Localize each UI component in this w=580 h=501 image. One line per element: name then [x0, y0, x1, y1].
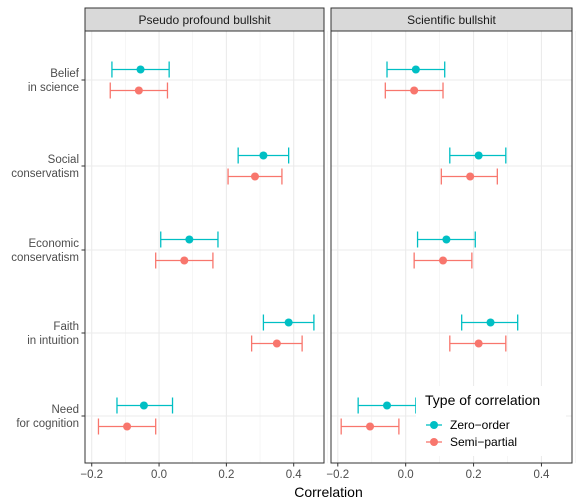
- y-tick-label: Economic conservatism: [11, 238, 79, 264]
- y-tick-label: Social conservatism: [11, 154, 79, 180]
- y-tick-label-line: for cognition: [16, 418, 79, 430]
- y-tick-label-line: Economic: [29, 238, 80, 250]
- series-semi-partial: [340, 82, 507, 435]
- estimate-point: [123, 422, 132, 431]
- x-tick-label: 0.0: [151, 469, 167, 481]
- x-tick-label: 0.0: [398, 469, 414, 481]
- x-axis-title: Correlation: [294, 484, 362, 500]
- estimate-point: [383, 401, 392, 410]
- estimate-point: [442, 235, 451, 244]
- legend-item-label: Semi−partial: [450, 435, 517, 449]
- legend: Type of correlation Zero−order Semi−parti…: [416, 386, 566, 456]
- facet-strip-title: Scientific bullshit: [407, 13, 496, 27]
- estimate-point: [486, 318, 495, 327]
- estimate-point: [439, 256, 448, 265]
- y-tick-label-line: conservatism: [11, 168, 79, 180]
- x-tick-label: −0.2: [326, 469, 349, 481]
- estimate-point: [272, 339, 281, 348]
- estimate-point: [259, 151, 268, 160]
- estimate-point: [411, 65, 420, 74]
- series-semi-partial: [97, 82, 303, 435]
- y-tick-label: Belief in science: [28, 68, 80, 94]
- estimate-point: [410, 86, 419, 95]
- x-tick-label: 0.2: [218, 469, 234, 481]
- legend-title: Type of correlation: [425, 392, 540, 408]
- series-zero-order: [111, 61, 315, 414]
- y-tick-label-line: in intuition: [27, 335, 79, 347]
- panel-background: [85, 31, 324, 463]
- facet-panel-1: Pseudo profound bullshit −0.2 0.0 0.2 0.4: [80, 7, 328, 481]
- legend-background: [416, 386, 566, 456]
- estimate-point: [134, 86, 143, 95]
- estimate-point: [136, 65, 145, 74]
- y-tick-label: Faith in intuition: [27, 321, 79, 347]
- x-tick-label: 0.2: [466, 469, 482, 481]
- x-tick-label: 0.4: [533, 469, 550, 481]
- estimate-point: [366, 422, 375, 431]
- x-tick-label: 0.4: [286, 469, 303, 481]
- legend-key-point: [430, 421, 438, 429]
- estimate-point: [180, 256, 189, 265]
- x-tick-label: −0.2: [80, 469, 103, 481]
- y-tick-label-line: in science: [28, 82, 79, 94]
- legend-key: [426, 421, 442, 429]
- y-tick-label-line: Need: [52, 404, 80, 416]
- estimate-point: [284, 318, 293, 327]
- estimate-point: [139, 401, 148, 410]
- legend-key: [426, 438, 442, 446]
- y-tick-label-line: Belief: [50, 68, 80, 80]
- series-zero-order: [357, 61, 519, 414]
- estimate-point: [250, 172, 259, 181]
- legend-item-label: Zero−order: [450, 418, 510, 432]
- y-tick-label-line: Social: [48, 154, 79, 166]
- estimate-point: [466, 172, 475, 181]
- estimate-point: [185, 235, 194, 244]
- panel-border: [330, 30, 573, 464]
- facet-strip-title: Pseudo profound bullshit: [138, 13, 271, 27]
- estimate-point: [474, 151, 483, 160]
- estimate-point: [474, 339, 483, 348]
- y-tick-label-line: Faith: [53, 321, 79, 333]
- y-tick-label: Need for cognition: [16, 404, 79, 430]
- y-tick-label-line: conservatism: [11, 252, 79, 264]
- panel-border: [84, 30, 325, 464]
- legend-key-point: [430, 438, 438, 446]
